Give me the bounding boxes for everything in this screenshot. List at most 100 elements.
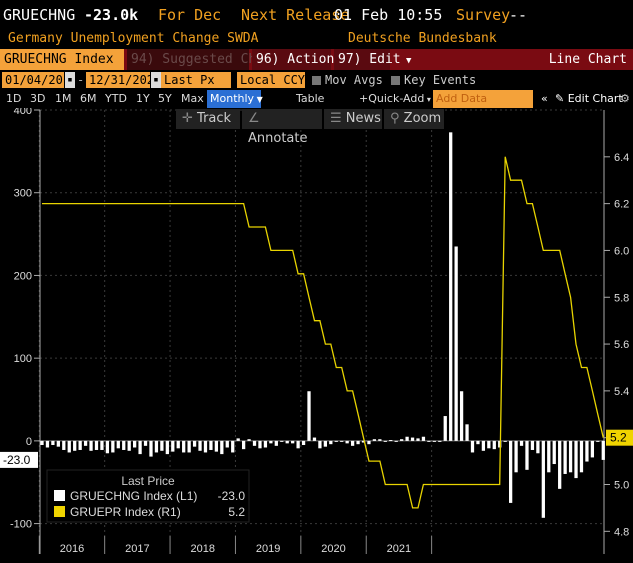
description-bar: Germany Unemployment Change SWDA Deutsch…: [0, 30, 633, 48]
bar: [383, 440, 387, 442]
quick-add-label: +Quick-Add: [359, 92, 425, 105]
bar: [329, 440, 333, 445]
period-3d[interactable]: 3D: [30, 92, 46, 105]
period-1y[interactable]: 1Y: [136, 92, 150, 105]
bar: [127, 440, 131, 451]
legend-value-1: -23.0: [218, 489, 246, 503]
bar: [579, 440, 584, 473]
bar: [487, 440, 491, 449]
x-tick-label: 2019: [256, 543, 280, 555]
date-separator: -: [77, 73, 85, 87]
currency-select[interactable]: Local CCY: [237, 72, 305, 88]
bar: [269, 440, 273, 444]
annotate-button[interactable]: ∠ Annotate: [242, 109, 322, 146]
bar: [100, 440, 104, 450]
start-date-input[interactable]: 01/04/2016: [2, 72, 77, 88]
bar: [67, 440, 71, 453]
add-data-input[interactable]: Add Data: [433, 90, 533, 108]
bar: [231, 440, 235, 453]
mov-avgs-toggle[interactable]: Mov Avgs: [312, 72, 383, 88]
bar: [405, 436, 409, 441]
bar: [312, 437, 317, 441]
bar: [241, 440, 246, 450]
x-tick-label: 2021: [387, 543, 411, 555]
x-tick-label: 2016: [60, 543, 84, 555]
key-events-toggle[interactable]: Key Events: [391, 72, 476, 88]
frequency-label: Monthly: [210, 92, 255, 105]
right-tick-label: 4.8: [614, 526, 629, 538]
news-button[interactable]: ☰ News: [324, 109, 382, 129]
period-max[interactable]: Max: [181, 92, 204, 105]
table-button[interactable]: Table: [296, 92, 325, 105]
bar: [73, 440, 77, 451]
last-left-label-bg: [0, 451, 38, 468]
chart-type-label: Line Chart: [548, 52, 627, 67]
bar: [263, 440, 268, 448]
field-select[interactable]: Last Px: [161, 72, 231, 88]
bar: [449, 132, 453, 441]
right-tick-label: 5.6: [614, 339, 629, 351]
period-5y[interactable]: 5Y: [158, 92, 172, 105]
bar: [492, 440, 496, 450]
actions-menu[interactable]: 96) Actions ▼: [252, 49, 353, 70]
calendar-icon[interactable]: ▪: [65, 72, 75, 88]
suggested-charts-button[interactable]: 94) Suggested Charts: [127, 49, 288, 70]
gear-icon[interactable]: ⚙: [620, 92, 630, 105]
bar: [83, 440, 88, 446]
last-right-label-text: 5.2: [610, 431, 627, 445]
track-button[interactable]: ✛ Track: [176, 109, 240, 129]
bar: [78, 440, 82, 450]
legend-value-2: 5.2: [228, 505, 245, 519]
left-tick-label: 400: [14, 108, 32, 117]
crosshair-icon: ✛: [182, 111, 193, 126]
track-label: Track: [197, 111, 232, 126]
bar: [596, 440, 600, 442]
bar: [552, 440, 556, 465]
survey-value: --: [509, 6, 528, 24]
bar: [160, 440, 164, 451]
actions-label: 96) Actions: [256, 52, 343, 67]
bar: [590, 440, 595, 458]
pencil-icon: ✎: [555, 92, 565, 105]
bar: [301, 440, 306, 446]
bar: [171, 440, 175, 452]
edit-chart-button[interactable]: ✎ Edit Chart: [555, 90, 623, 108]
pencil-icon: ∠: [248, 111, 260, 126]
bar: [356, 440, 360, 445]
end-date-input[interactable]: 12/31/2021: [86, 72, 161, 88]
collapse-icon[interactable]: «: [541, 92, 548, 105]
period-ytd[interactable]: YTD: [105, 92, 127, 105]
bar: [280, 440, 284, 442]
bar: [89, 440, 93, 451]
bar: [410, 437, 415, 441]
right-tick-label: 6.2: [614, 199, 629, 211]
period-6m[interactable]: 6M: [80, 92, 97, 105]
security-description: Germany Unemployment Change SWDA: [8, 31, 259, 46]
bar: [198, 440, 202, 451]
bar: [296, 440, 300, 449]
bar: [165, 440, 169, 455]
bar: [111, 440, 115, 453]
bar: [56, 440, 60, 447]
period-1d[interactable]: 1D: [6, 92, 22, 105]
frequency-select[interactable]: Monthly ▼: [207, 90, 263, 108]
index-field[interactable]: GRUECHNG Index: [0, 49, 124, 70]
edit-menu[interactable]: 97) Edit ▼: [334, 49, 411, 70]
bar: [585, 440, 589, 462]
bar: [51, 440, 55, 446]
annotate-label: Annotate: [248, 131, 308, 146]
bar: [476, 440, 480, 445]
bar: [291, 440, 295, 444]
quick-add-button[interactable]: +Quick-Add ▾: [359, 90, 431, 108]
calendar-icon[interactable]: ▪: [151, 72, 161, 88]
bar: [421, 436, 426, 441]
bar: [465, 424, 469, 441]
zoom-button[interactable]: ⚲ Zoom: [384, 109, 444, 129]
chart-area[interactable]: 2016 2017 2018 2019 2020 2021 -100 0 100 200 300 40…: [0, 108, 633, 563]
bar: [105, 440, 110, 454]
bar: [367, 440, 371, 445]
bar: [574, 440, 578, 479]
bar: [438, 440, 442, 442]
bar: [481, 440, 486, 451]
period-1m[interactable]: 1M: [55, 92, 72, 105]
